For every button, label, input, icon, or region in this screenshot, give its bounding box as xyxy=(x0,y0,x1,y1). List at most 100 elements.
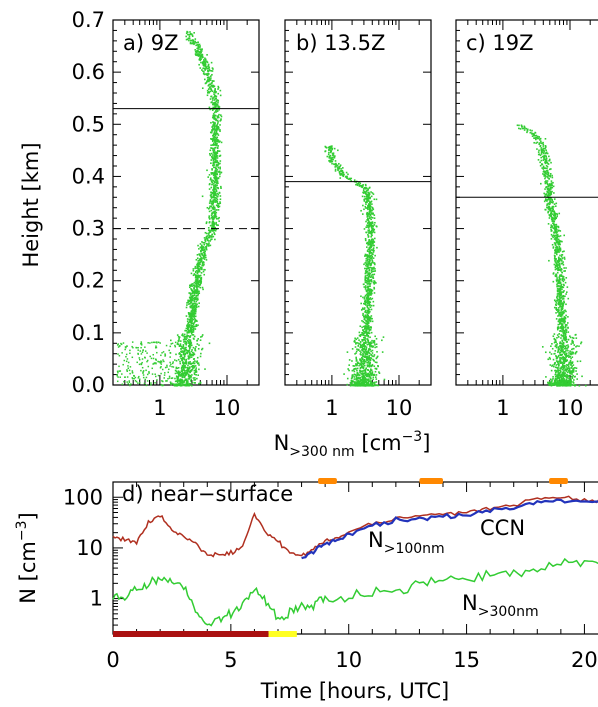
scatter-point xyxy=(554,366,557,369)
scatter-point xyxy=(129,366,132,368)
scatter-point xyxy=(161,384,163,387)
scatter-point xyxy=(196,299,199,301)
scatter-point xyxy=(169,352,172,354)
scatter-point xyxy=(198,270,201,273)
d-y-axis-label-sup: −3 xyxy=(14,520,30,541)
scatter-point xyxy=(368,204,370,207)
scatter-point xyxy=(217,121,219,123)
scatter-point xyxy=(207,91,209,94)
scatter-point xyxy=(118,365,120,368)
scatter-point xyxy=(555,312,557,314)
scatter-point xyxy=(563,338,565,341)
scatter-point xyxy=(188,376,191,379)
scatter-point xyxy=(369,376,372,379)
scatter-point xyxy=(535,137,537,139)
scatter-point xyxy=(535,134,538,137)
scatter-point xyxy=(200,276,203,279)
scatter-point xyxy=(558,319,560,322)
scatter-point xyxy=(562,263,565,266)
scatter-point xyxy=(203,256,206,258)
scatter-point xyxy=(126,376,129,378)
scatter-point xyxy=(189,356,191,358)
scatter-point xyxy=(193,308,196,311)
scatter-point xyxy=(205,222,208,225)
scatter-point xyxy=(543,167,546,170)
scatter-point xyxy=(198,279,201,282)
scatter-point xyxy=(216,122,219,125)
scatter-point xyxy=(375,374,378,376)
scatter-point xyxy=(190,42,193,45)
scatter-point xyxy=(360,361,363,364)
scatter-point xyxy=(116,344,119,346)
scatter-point xyxy=(192,331,195,333)
scatter-point xyxy=(372,251,375,253)
scatter-point xyxy=(555,252,558,254)
scatter-point xyxy=(328,151,330,154)
scatter-point xyxy=(367,208,369,211)
scatter-point xyxy=(134,376,137,379)
scatter-point xyxy=(556,370,559,372)
scatter-point xyxy=(375,368,378,370)
scatter-point xyxy=(217,115,219,117)
scatter-point xyxy=(550,382,552,384)
scatter-point xyxy=(182,357,184,360)
scatter-point xyxy=(365,297,368,300)
scatter-point xyxy=(212,134,214,137)
scatter-point xyxy=(373,292,376,294)
scatter-point xyxy=(206,74,209,77)
scatter-point xyxy=(368,356,370,358)
scatter-point xyxy=(543,150,546,152)
scatter-point xyxy=(552,185,555,188)
scatter-point xyxy=(212,205,215,207)
scatter-point xyxy=(549,203,551,205)
x-axis-label-unit: [cm xyxy=(355,431,402,455)
scatter-point xyxy=(366,338,368,340)
scatter-point xyxy=(566,355,569,357)
scatter-point xyxy=(341,167,344,169)
scatter-point xyxy=(366,259,369,262)
scatter-point xyxy=(372,281,375,284)
scatter-point xyxy=(133,377,135,380)
scatter-point xyxy=(187,312,190,314)
scatter-point xyxy=(550,353,553,355)
scatter-point xyxy=(365,263,368,266)
scatter-point xyxy=(567,381,570,384)
scatter-point xyxy=(367,189,369,192)
scatter-point xyxy=(367,332,369,334)
scatter-point xyxy=(163,377,165,379)
scatter-point xyxy=(193,365,196,368)
scatter-point xyxy=(204,69,206,71)
scatter-point xyxy=(217,88,219,90)
scatter-point xyxy=(214,226,216,229)
scatter-point xyxy=(336,166,339,168)
scatter-point xyxy=(566,286,569,288)
scatter-point xyxy=(190,356,193,358)
scatter-point xyxy=(364,276,367,278)
scatter-point xyxy=(547,193,550,196)
scatter-point xyxy=(201,335,203,338)
scatter-point xyxy=(369,383,372,386)
scatter-point xyxy=(156,379,158,381)
scatter-point xyxy=(199,280,202,282)
scatter-point xyxy=(166,364,168,367)
scatter-point xyxy=(373,340,376,343)
scatter-point xyxy=(364,188,367,190)
scatter-point xyxy=(562,342,565,345)
scatter-point xyxy=(210,82,213,85)
scatter-point xyxy=(547,198,550,200)
scatter-point xyxy=(564,345,567,348)
scatter-point xyxy=(186,339,189,342)
scatter-point xyxy=(564,383,566,385)
scatter-point xyxy=(363,330,366,333)
scatter-point xyxy=(215,102,217,105)
scatter-point xyxy=(557,279,560,282)
scatter-point xyxy=(170,382,172,385)
scatter-point xyxy=(213,182,216,184)
scatter-point xyxy=(553,383,556,386)
scatter-point xyxy=(211,130,213,132)
scatter-point xyxy=(194,282,197,284)
y-tick-label: 0.2 xyxy=(72,269,105,293)
scatter-point xyxy=(203,65,205,67)
scatter-point xyxy=(552,358,555,361)
scatter-point xyxy=(217,86,220,89)
